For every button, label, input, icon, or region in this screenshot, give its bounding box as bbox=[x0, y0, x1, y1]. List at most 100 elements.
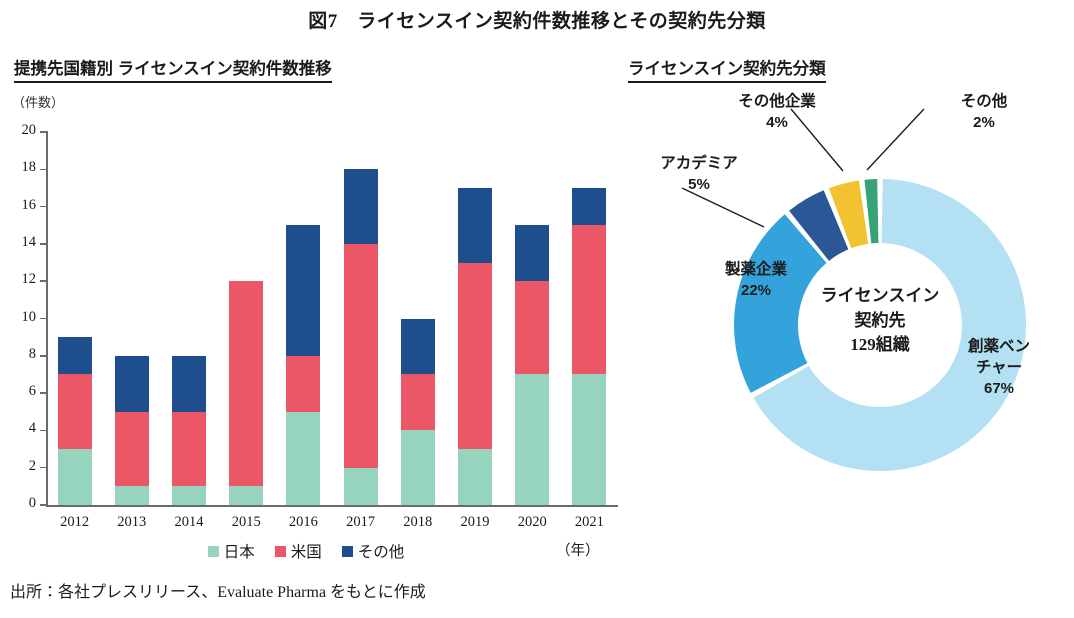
x-axis-tick-label: 2014 bbox=[174, 514, 204, 530]
donut-label-venture-line2: チャー bbox=[975, 358, 1023, 376]
x-axis-line bbox=[46, 505, 618, 507]
y-axis-tick bbox=[40, 504, 48, 506]
bar-group bbox=[515, 132, 550, 505]
x-axis-tick-label: 2021 bbox=[574, 514, 604, 530]
bar-chart-panel: （件数） 0 2 4 6 8 10 12 14 16 18 20 2012 2013 2014 2015 2… bbox=[0, 92, 624, 572]
donut-label-venture-pct: 67% bbox=[983, 379, 1015, 397]
bar-segment-日本 bbox=[172, 486, 206, 505]
bar-segment-その他 bbox=[57, 337, 92, 375]
donut-label-venture: 創薬ベン チャー 67% bbox=[944, 337, 1054, 400]
x-axis-tick-label: 2016 bbox=[288, 514, 318, 530]
bar-group bbox=[286, 132, 321, 505]
bar-segment-その他 bbox=[172, 355, 206, 412]
x-axis-tick-label: 2012 bbox=[60, 514, 90, 530]
donut-chart-panel: ライセンスイン 契約先 129組織 アカデミア 5% その他企業 4% その他 … bbox=[624, 92, 1074, 562]
legend-label: その他 bbox=[357, 544, 405, 561]
bar-segment-米国 bbox=[458, 262, 492, 450]
donut-label-venture-line1: 創薬ベン bbox=[967, 338, 1030, 355]
bar-group bbox=[458, 132, 492, 505]
y-axis-tick-label: 2 bbox=[28, 457, 36, 474]
y-axis-tick bbox=[40, 466, 48, 469]
donut-label-other: その他 2% bbox=[924, 92, 1044, 134]
donut-label-other-company-pct: 4% bbox=[766, 113, 788, 131]
bar-segment-その他 bbox=[572, 187, 607, 226]
bar-segment-日本 bbox=[572, 374, 607, 505]
x-axis-tick-label: 2020 bbox=[517, 514, 547, 530]
bar-segment-米国 bbox=[229, 281, 264, 487]
bar-chart-heading: 提携先国籍別 ライセンスイン契約件数推移 bbox=[14, 55, 332, 83]
y-axis-tick-label: 12 bbox=[21, 271, 37, 288]
bar-segment-米国 bbox=[172, 411, 206, 487]
y-axis-tick-label: 20 bbox=[21, 122, 37, 138]
bar-segment-その他 bbox=[286, 225, 321, 356]
y-axis-tick-label: 10 bbox=[21, 308, 37, 325]
donut-label-pharma-pct: 22% bbox=[740, 281, 772, 299]
x-axis-tick-label: 2017 bbox=[346, 514, 376, 530]
bar-segment-日本 bbox=[400, 430, 435, 505]
bar-segment-日本 bbox=[57, 449, 92, 505]
y-axis-tick-label: 16 bbox=[21, 196, 37, 213]
x-axis-tick-label: 2019 bbox=[460, 514, 490, 530]
y-axis-unit-label: （件数） bbox=[12, 95, 65, 110]
bar-segment-米国 bbox=[572, 225, 607, 375]
donut-slice-その他企業[interactable] bbox=[828, 180, 869, 249]
y-axis-tick-label: 8 bbox=[28, 345, 36, 362]
donut-label-pharma: 製薬企業 22% bbox=[696, 260, 816, 302]
bar-group bbox=[572, 132, 607, 505]
bar-segment-その他 bbox=[515, 225, 550, 282]
y-axis-tick-label: 14 bbox=[21, 233, 37, 250]
donut-slice-その他[interactable] bbox=[864, 179, 879, 244]
y-axis-tick bbox=[40, 429, 48, 432]
bar-segment-米国 bbox=[515, 281, 550, 375]
donut-center-line-3: 129組織 bbox=[850, 335, 910, 355]
legend-label: 米国 bbox=[290, 544, 322, 561]
donut-label-academia-pct: 5% bbox=[688, 175, 710, 193]
y-axis-tick bbox=[40, 392, 48, 394]
bar-segment-その他 bbox=[343, 169, 378, 244]
leader-line-academia bbox=[681, 187, 765, 228]
bar-group bbox=[229, 132, 264, 505]
legend-item[interactable]: その他 bbox=[341, 540, 405, 562]
bar-group bbox=[343, 132, 378, 505]
y-axis-tick-label: 0 bbox=[28, 495, 36, 511]
y-axis-tick-label: 18 bbox=[21, 159, 37, 176]
bar-segment-米国 bbox=[343, 243, 378, 468]
leader-line-other-company bbox=[790, 108, 844, 172]
legend-label: 日本 bbox=[223, 544, 255, 561]
legend-swatch-icon bbox=[341, 545, 353, 557]
bar-group bbox=[172, 132, 206, 505]
bar-segment-日本 bbox=[343, 467, 378, 505]
bar-segment-米国 bbox=[57, 374, 92, 450]
donut-label-pharma-text: 製薬企業 bbox=[724, 261, 787, 278]
donut-slice-アカデミア[interactable] bbox=[789, 190, 849, 261]
legend-item[interactable]: 日本 bbox=[207, 540, 255, 562]
y-axis-tick-label: 6 bbox=[28, 383, 36, 400]
bar-segment-日本 bbox=[515, 374, 550, 505]
donut-label-academia-text: アカデミア bbox=[660, 155, 738, 172]
x-axis-tick-label: 2018 bbox=[403, 514, 433, 530]
donut-label-other-pct: 2% bbox=[973, 113, 995, 131]
y-axis-tick bbox=[40, 355, 48, 357]
bar-segment-米国 bbox=[114, 411, 149, 487]
bar-segment-日本 bbox=[229, 486, 264, 505]
donut-svg bbox=[681, 108, 1026, 471]
bar-plot-area bbox=[46, 132, 616, 505]
donut-chart-heading: ライセンスイン契約先分類 bbox=[628, 55, 826, 83]
y-axis-tick bbox=[40, 168, 48, 171]
donut-center-line-2: 契約先 bbox=[854, 310, 906, 330]
bar-segment-その他 bbox=[458, 187, 492, 263]
donut-label-other-text: その他 bbox=[960, 93, 1008, 110]
donut-slice-製薬企業[interactable] bbox=[734, 214, 827, 393]
bar-segment-米国 bbox=[400, 374, 435, 431]
source-note: 出所：各社プレスリリース、Evaluate Pharma をもとに作成 bbox=[10, 584, 426, 601]
bar-segment-米国 bbox=[286, 355, 321, 412]
donut-center-line-1: ライセンスイン bbox=[820, 286, 940, 305]
legend-item[interactable]: 米国 bbox=[274, 540, 322, 562]
bar-segment-その他 bbox=[114, 355, 149, 412]
bar-chart-legend: 日本 米国 その他 bbox=[46, 540, 566, 562]
donut-label-other-company: その他企業 4% bbox=[702, 92, 852, 134]
donut-slice-創薬ベンチャー[interactable] bbox=[753, 179, 1026, 471]
y-axis-tick-label: 4 bbox=[28, 420, 36, 437]
x-axis-unit-label: （年） bbox=[556, 543, 600, 559]
